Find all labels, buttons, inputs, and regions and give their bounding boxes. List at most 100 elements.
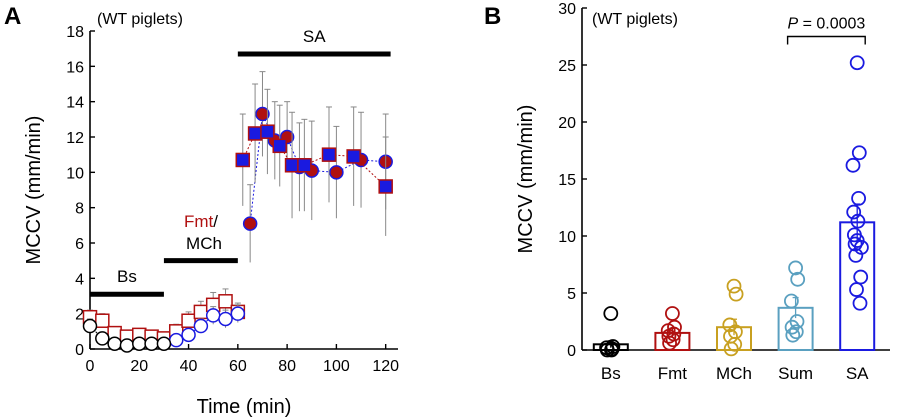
panel-a-x-tick-label: 0	[86, 358, 95, 375]
data-point-circle	[119, 338, 135, 353]
panel-a-x-tick-label: 100	[323, 358, 350, 375]
panel-b-label: B	[484, 3, 501, 30]
panel-a-y-tick-label: 12	[66, 130, 84, 147]
data-point-sum	[785, 327, 801, 343]
data-point-sa	[851, 190, 866, 206]
data-point-bs	[603, 306, 619, 321]
panel-a-y-tick-label: 16	[66, 59, 84, 76]
data-point-sa	[849, 282, 864, 297]
category-label-sa: SA	[846, 364, 869, 383]
data-point-fmt	[665, 306, 680, 321]
data-point-mch	[726, 278, 742, 294]
data-point-circle	[95, 331, 110, 346]
data-point-sa	[846, 204, 862, 220]
data-point-bs	[604, 342, 619, 358]
data-point-sa	[853, 269, 869, 285]
panel-a-label: A	[4, 3, 21, 30]
data-point-sum	[784, 293, 799, 309]
data-point-square	[218, 294, 233, 309]
data-point-circle	[255, 106, 270, 122]
data-point-sum	[788, 324, 804, 340]
data-point-circle	[144, 336, 159, 351]
data-point-circle	[230, 306, 246, 321]
data-point-sa	[852, 295, 868, 311]
data-point-circle	[205, 308, 221, 323]
mch-label: MCh	[186, 234, 222, 253]
data-point-square	[378, 179, 393, 194]
panel-a-y-axis-label: MCCV (mm/min)	[23, 116, 45, 265]
data-point-fmt	[661, 328, 677, 344]
data-point-square	[260, 124, 275, 139]
category-label-bs: Bs	[601, 364, 621, 383]
panel-a-x-tick-label: 20	[130, 358, 148, 375]
data-point-circle	[329, 165, 344, 180]
data-point-square	[346, 149, 361, 164]
significance-label: P = 0.0003	[787, 16, 865, 33]
data-point-circle	[132, 336, 147, 351]
panel-a-y-tick-label: 6	[75, 236, 84, 253]
significance-p: P	[787, 16, 798, 33]
panel-b-y-tick-label: 10	[558, 229, 576, 246]
category-label-fmt: Fmt	[658, 364, 688, 383]
data-point-circle	[156, 336, 172, 351]
panel-a-x-tick-label: 120	[372, 358, 399, 375]
data-point-sa	[845, 157, 861, 173]
category-label-sum: Sum	[778, 364, 813, 383]
data-point-square	[284, 158, 300, 173]
data-point-sa	[851, 145, 867, 161]
panel-a-x-tick-label: 40	[180, 358, 198, 375]
data-point-circle	[218, 311, 233, 327]
data-point-circle	[107, 336, 122, 351]
data-point-square	[95, 313, 110, 328]
panel-a-y-tick-label: 18	[66, 24, 84, 41]
data-point-circle	[168, 332, 184, 348]
data-point-circle	[181, 327, 196, 343]
data-point-square	[235, 152, 251, 168]
significance-bracket	[786, 35, 866, 45]
panel-a-x-tick-label: 80	[278, 358, 296, 375]
data-point-sum	[790, 271, 806, 287]
panel-b-y-tick-label: 30	[558, 1, 576, 18]
data-point-sa	[849, 55, 865, 71]
fmt-label-part: Fmt	[184, 212, 214, 231]
data-point-square	[321, 147, 337, 162]
data-point-sum	[784, 319, 800, 335]
panel-a-y-tick-label: 2	[75, 307, 84, 324]
fmt-mch-label: Fmt/	[184, 212, 218, 231]
panel-a-x-tick-label: 60	[229, 358, 247, 375]
data-point-fmt	[665, 332, 681, 348]
data-point-sa	[850, 213, 866, 229]
data-point-bs	[599, 342, 615, 358]
panel-a-chart: (WT piglets) MCCV (mm/min) Time (min) Fm…	[23, 11, 399, 418]
significance-value: = 0.0003	[798, 16, 865, 33]
panel-a-y-tick-label: 14	[66, 95, 84, 112]
data-point-circle	[242, 216, 258, 231]
phase-label-sa: SA	[303, 27, 326, 46]
data-point-circle	[82, 318, 98, 334]
data-point-sum	[788, 260, 803, 276]
data-point-square	[272, 138, 287, 154]
series-line-1	[176, 313, 239, 341]
data-point-square	[297, 158, 312, 173]
slash-label-part: /	[213, 212, 218, 231]
panel-b-y-tick-label: 25	[558, 58, 576, 75]
data-point-mch	[728, 286, 744, 302]
phase-label-bs: Bs	[117, 267, 137, 286]
panel-b-y-tick-label: 5	[567, 286, 576, 303]
panel-b-y-tick-label: 0	[567, 343, 576, 360]
data-point-square	[193, 304, 209, 320]
category-label-mch: MCh	[716, 364, 752, 383]
panel-a-y-tick-label: 4	[75, 271, 84, 288]
data-point-sa	[848, 247, 864, 263]
data-point-mch	[723, 341, 739, 357]
data-point-mch	[727, 336, 743, 352]
panel-b-chart: (WT piglets) MCCV (mm/min) 0 5 10 15 20 25 30 B…	[515, 1, 890, 383]
panel-b-y-tick-label: 20	[558, 115, 576, 132]
panel-b-annotation: (WT piglets)	[592, 11, 678, 28]
data-point-circle	[193, 318, 209, 334]
panel-a-x-axis-label: Time (min)	[197, 396, 292, 418]
panel-a-y-tick-label: 0	[75, 342, 84, 359]
panel-b-y-tick-label: 15	[558, 172, 576, 189]
panel-a-annotation: (WT piglets)	[97, 11, 183, 28]
